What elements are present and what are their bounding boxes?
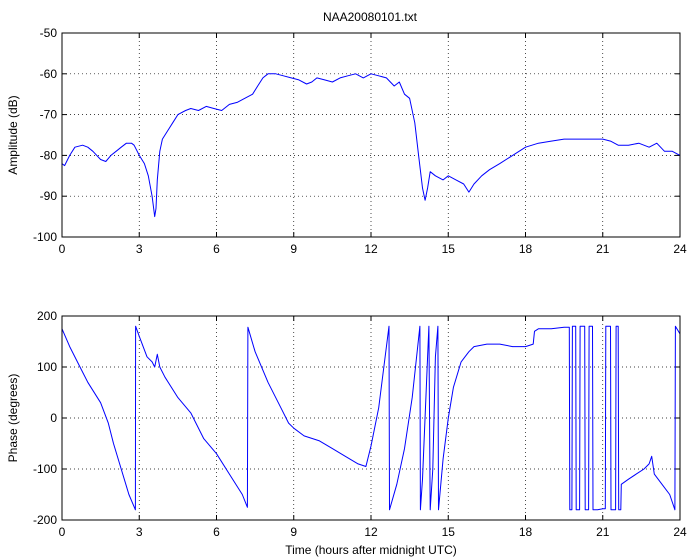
phase-y-tick-label: -200 (33, 513, 57, 527)
phase-x-tick-label: 24 (673, 525, 687, 539)
amplitude-x-tick-label: 3 (136, 242, 143, 256)
amplitude-x-tick-label: 9 (290, 242, 297, 256)
amplitude-x-tick-label: 6 (213, 242, 220, 256)
phase-ticks: 0 3 6 9 12 15 18 21 24 -200 -100 0 100 200 (33, 309, 687, 539)
amplitude-y-tick-label: -70 (40, 108, 58, 122)
amplitude-y-tick-label: -90 (40, 189, 58, 203)
amplitude-panel: NAA20080101.txt 0 3 6 9 12 15 18 21 24 -100 -90 -80… (6, 10, 687, 256)
amplitude-x-tick-label: 12 (364, 242, 378, 256)
phase-grid (62, 316, 680, 520)
phase-y-tick-label: 0 (50, 411, 57, 425)
amplitude-x-tick-label: 0 (59, 242, 66, 256)
phase-series (61, 325, 681, 511)
phase-x-axis-label: Time (hours after midnight UTC) (285, 543, 457, 557)
phase-x-tick-label: 12 (364, 525, 378, 539)
amplitude-y-tick-label: -80 (40, 148, 58, 162)
amplitude-y-tick-label: -50 (40, 26, 58, 40)
phase-x-tick-label: 3 (136, 525, 143, 539)
phase-y-axis-label: Phase (degrees) (6, 374, 20, 463)
phase-x-tick-label: 15 (442, 525, 456, 539)
amplitude-x-tick-label: 24 (673, 242, 687, 256)
phase-y-tick-label: 100 (37, 360, 57, 374)
amplitude-y-tick-label: -60 (40, 67, 58, 81)
amplitude-series (61, 73, 681, 218)
phase-y-tick-label: 200 (37, 309, 57, 323)
amplitude-series-line (61, 73, 681, 218)
amplitude-x-tick-label: 21 (596, 242, 610, 256)
amplitude-y-axis-label: Amplitude (dB) (6, 95, 20, 174)
phase-x-tick-label: 21 (596, 525, 610, 539)
phase-axes-frame (61, 315, 681, 521)
phase-x-tick-label: 6 (213, 525, 220, 539)
phase-y-tick-label: -100 (33, 462, 57, 476)
chart-title: NAA20080101.txt (323, 10, 418, 24)
amplitude-x-tick-label: 15 (442, 242, 456, 256)
phase-panel: 0 3 6 9 12 15 18 21 24 -200 -100 0 100 200 Phase (deg… (6, 309, 687, 557)
amplitude-axes-frame (61, 32, 681, 238)
amplitude-y-tick-label: -100 (33, 230, 57, 244)
amplitude-x-tick-label: 18 (519, 242, 533, 256)
phase-x-tick-label: 0 (59, 525, 66, 539)
phase-series-line (61, 325, 681, 511)
phase-x-tick-label: 9 (290, 525, 297, 539)
amplitude-ticks: 0 3 6 9 12 15 18 21 24 -100 -90 -80 -70 -60 -50 (33, 26, 687, 256)
phase-x-tick-label: 18 (519, 525, 533, 539)
